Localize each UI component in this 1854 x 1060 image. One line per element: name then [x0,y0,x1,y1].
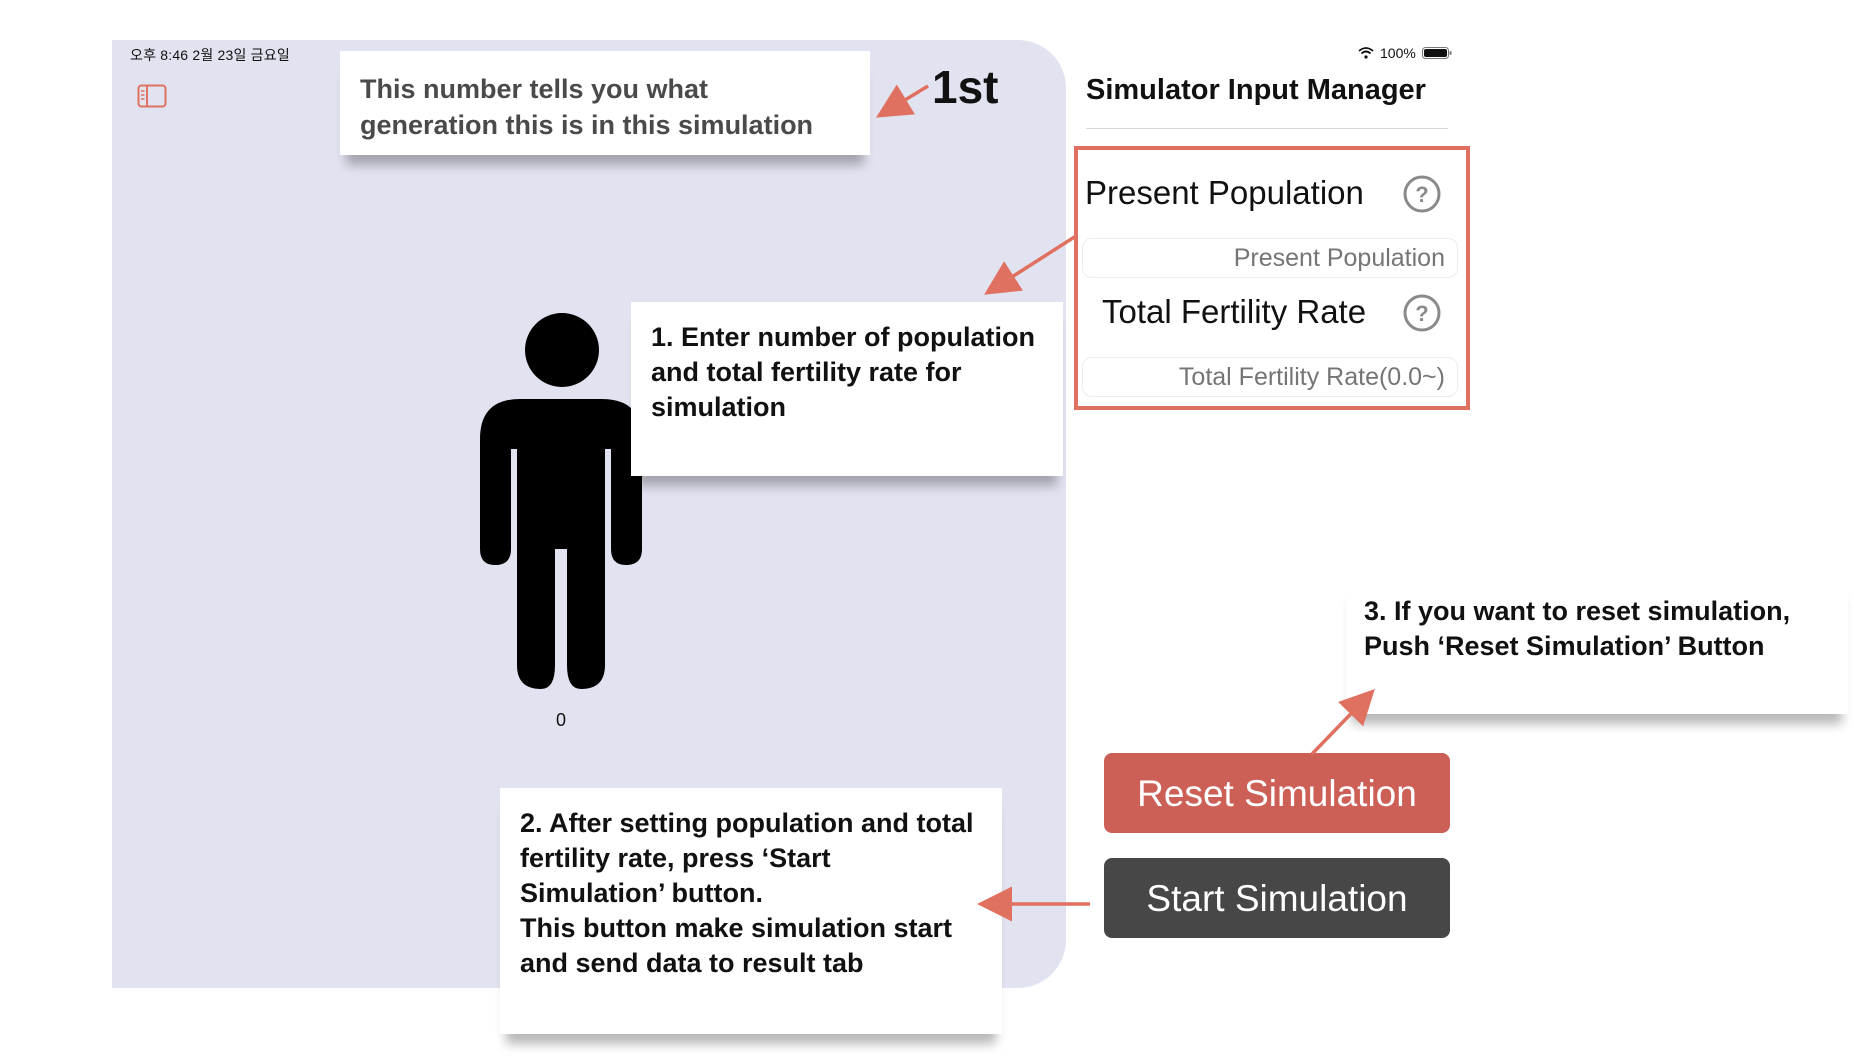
callout-step2: 2. After setting population and total fe… [500,788,1002,1034]
battery-percent: 100% [1380,45,1416,61]
reset-simulation-button[interactable]: Reset Simulation [1104,753,1450,833]
callout-generation: This number tells you what generation th… [340,51,870,155]
status-right: 100% [1358,45,1452,61]
callout-step2-line1: 2. After setting population and total fe… [520,808,974,908]
input-manager-title: Simulator Input Manager [1086,74,1426,106]
start-simulation-button[interactable]: Start Simulation [1104,858,1450,938]
person-icon [480,313,642,689]
wifi-icon [1358,47,1374,59]
svg-text:?: ? [1415,301,1428,326]
generation-label: 1st [932,61,999,113]
person-count: 0 [556,710,567,730]
population-input[interactable] [1082,238,1458,278]
svg-text:?: ? [1415,182,1428,207]
callout-step2-line2: This button make simulation start and se… [520,913,953,978]
title-divider [1086,128,1448,129]
fertility-rate-input[interactable] [1082,357,1458,397]
sidebar-toggle-icon[interactable] [137,84,167,108]
battery-icon [1421,47,1452,59]
fertility-help-icon[interactable]: ? [1402,293,1442,333]
callout-step1: 1. Enter number of population and total … [631,302,1063,476]
population-label: Present Population [1085,174,1364,211]
fertility-rate-label: Total Fertility Rate [1102,293,1367,330]
callout-step3: 3. If you want to reset simulation, Push… [1346,578,1848,714]
status-time-date: 오후 8:46 2월 23일 금요일 [130,47,290,63]
population-help-icon[interactable]: ? [1402,174,1442,214]
